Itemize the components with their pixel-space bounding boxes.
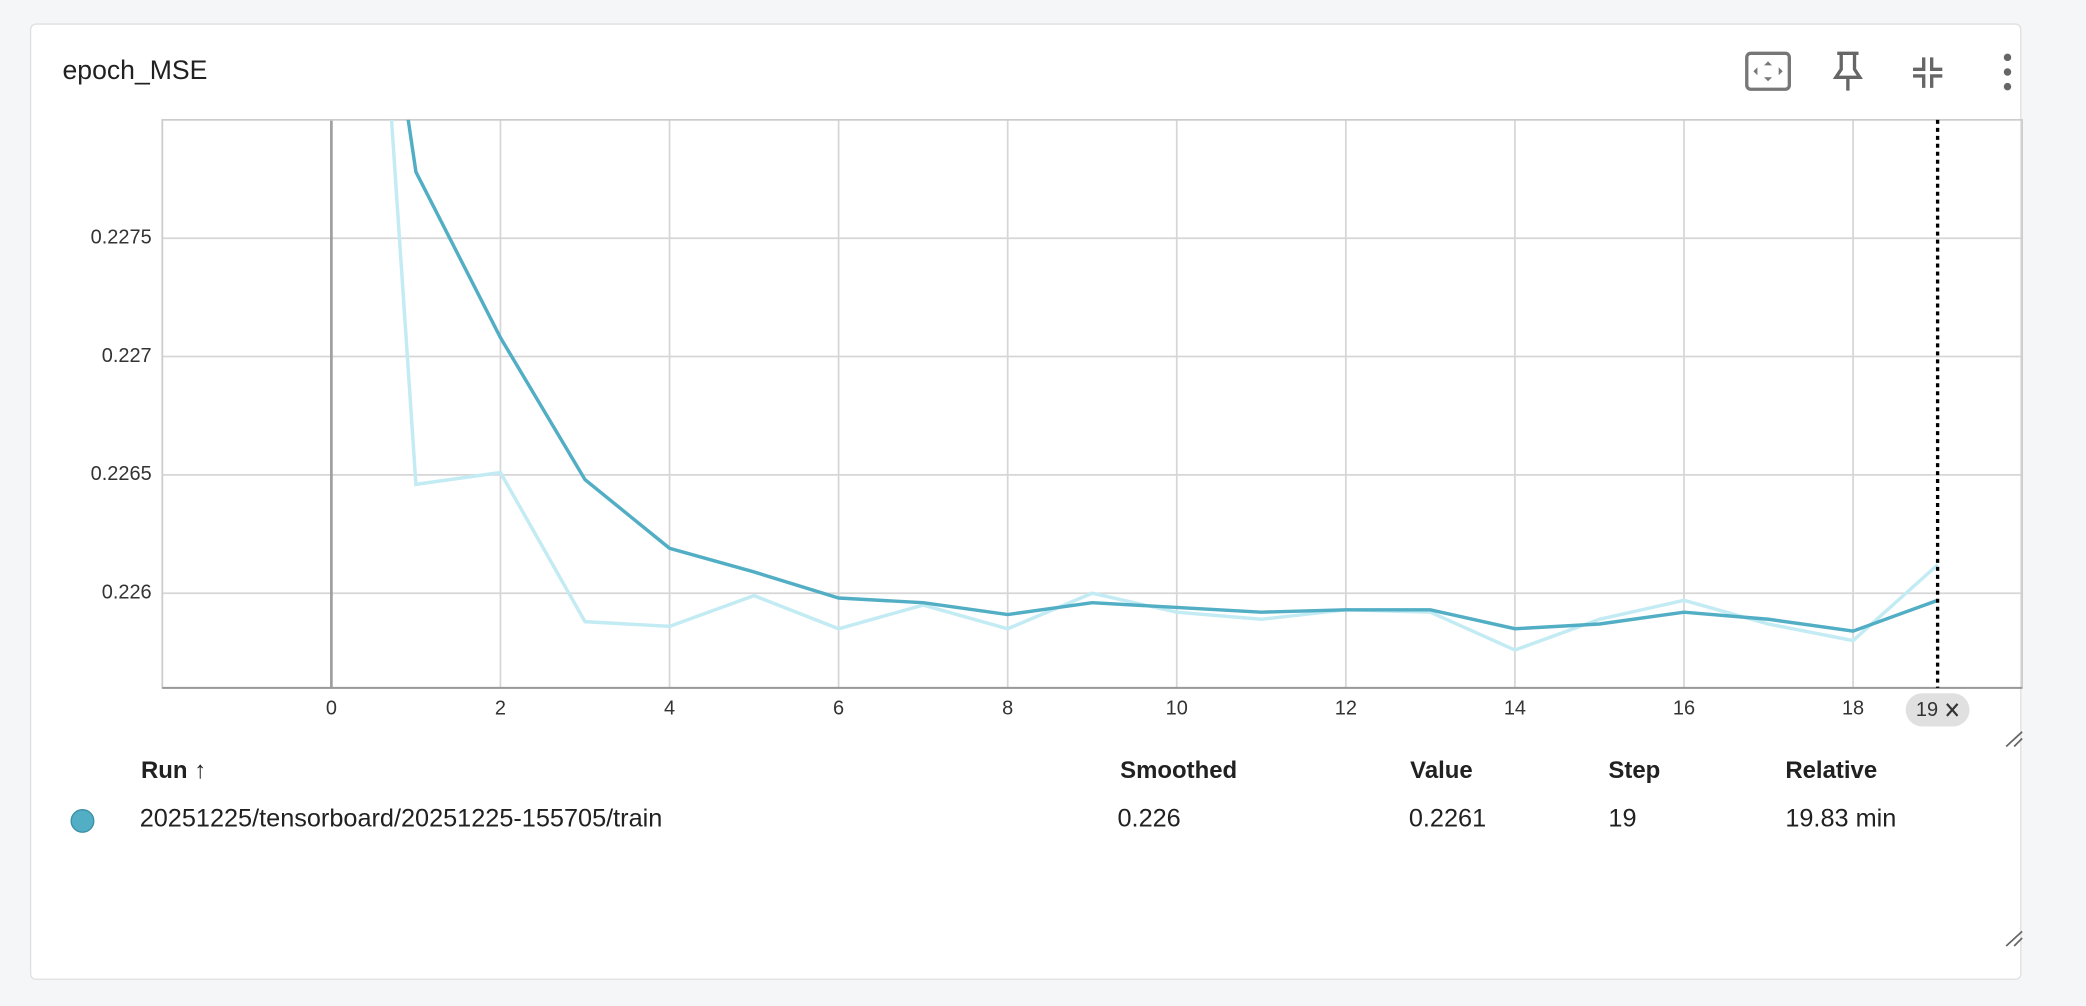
x-tick-label: 18: [1842, 697, 1864, 719]
table-cell: 19: [1608, 804, 1636, 832]
x-tick-label: 0: [326, 697, 337, 719]
y-tick-label: 0.226: [102, 582, 152, 604]
x-tick-label: 12: [1335, 697, 1357, 719]
y-tick-label: 0.227: [102, 345, 152, 367]
table-header: Step: [1608, 757, 1660, 784]
y-tick-label: 0.2265: [91, 463, 152, 485]
x-tick-label: 14: [1504, 697, 1526, 719]
card: [29, 23, 2022, 980]
cursor-close: [1946, 703, 1959, 717]
series-line: [406, 119, 1939, 633]
x-tick-label: 8: [1002, 697, 1013, 719]
table-header: Smoothed: [1120, 757, 1237, 784]
chart-title: epoch_MSE: [63, 55, 208, 85]
x-tick-label: 10: [1166, 697, 1188, 719]
x-tick-label: 2: [495, 697, 506, 719]
table-header: Value: [1410, 757, 1473, 784]
table-cell: 0.226: [1117, 804, 1180, 832]
collapse-icon[interactable]: [1913, 57, 1943, 88]
run-swatch: [70, 808, 95, 833]
x-tick-label: 4: [664, 697, 675, 719]
cursor-label: 19: [1916, 699, 1938, 721]
menu-icon[interactable]: [2003, 53, 2012, 91]
pin-icon[interactable]: [1832, 51, 1863, 91]
y-tick-label: 0.2275: [91, 226, 152, 248]
table-cell: 19.83 min: [1785, 804, 1896, 832]
table-header: Run ↑: [141, 757, 206, 784]
cursor-badge: [1905, 693, 1970, 727]
resize-handle[interactable]: [2005, 731, 2023, 947]
table-cell: 0.2261: [1409, 804, 1486, 832]
series-line: [389, 119, 1939, 652]
table-header: Relative: [1785, 757, 1877, 784]
x-tick-label: 6: [833, 697, 844, 719]
fit-icon[interactable]: [1745, 51, 1791, 91]
table-cell: 20251225/tensorboard/20251225-155705/tra…: [140, 804, 663, 832]
x-tick-label: 16: [1673, 697, 1695, 719]
